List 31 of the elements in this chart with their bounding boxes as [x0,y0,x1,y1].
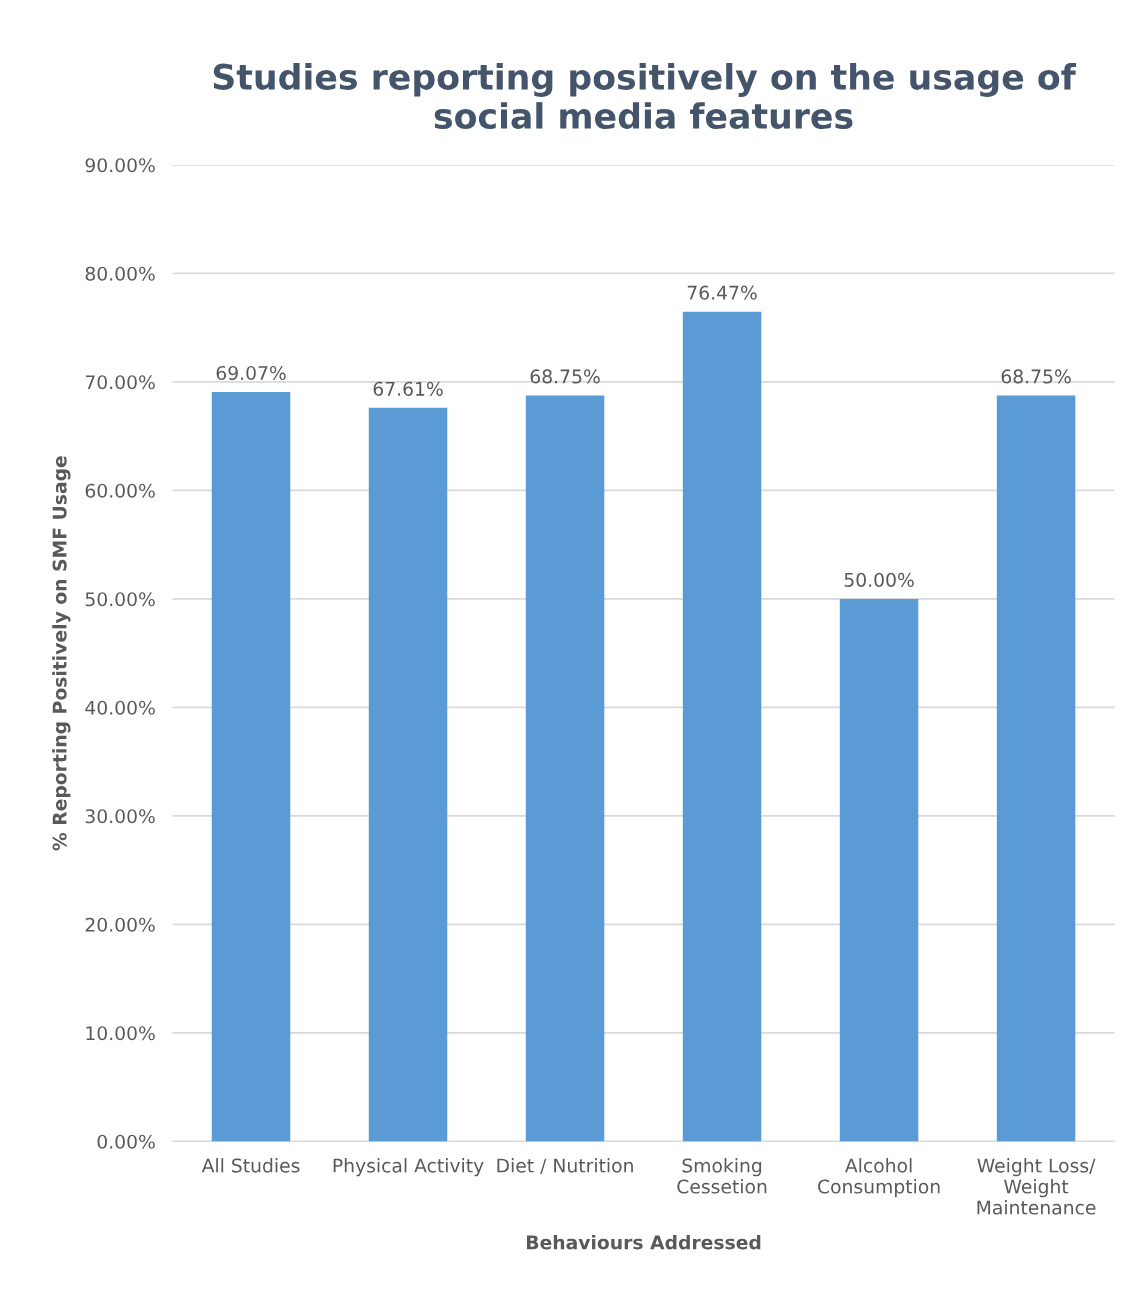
y-axis-title: % Reporting Positively on SMF Usage [52,456,71,851]
y-tick-label: 80.00% [85,266,155,281]
bar [525,395,605,1142]
y-tick-label: 90.00% [85,158,155,173]
x-tick-label: All Studies [201,1158,300,1173]
data-label: 68.75% [1001,369,1071,384]
bar [682,311,762,1142]
data-label: 76.47% [687,285,757,300]
chart-title: Studies reporting positively on the usage of social media features [213,63,1077,130]
x-tick-label: Physical Activity [333,1158,484,1177]
bar [839,598,919,1142]
x-tick-label: Weight Loss/ Weight Maintenance [977,1158,1096,1215]
bar [368,407,448,1142]
x-axis-title: Behaviours Addressed [526,1234,761,1250]
y-tick-label: 20.00% [85,917,155,932]
x-tick-label: Alcohol Consumption [818,1158,940,1198]
data-label: 69.07% [216,365,286,381]
x-tick-label: Smoking Cessetion [677,1158,767,1194]
x-tick-label: Diet / Nutrition [497,1158,633,1175]
y-tick-label: 10.00% [86,1026,155,1041]
bar [996,395,1076,1142]
y-tick-label: 40.00% [85,700,155,715]
data-label: 67.61% [373,381,443,396]
y-tick-label: 30.00% [85,809,155,824]
bar [211,392,291,1142]
y-tick-label: 50.00% [85,592,155,607]
y-tick-label: 0.00% [97,1134,155,1149]
data-label: 68.75% [530,369,600,384]
y-tick-label: 60.00% [85,483,155,498]
data-label: 50.00% [844,572,914,587]
y-tick-label: 70.00% [85,375,155,390]
